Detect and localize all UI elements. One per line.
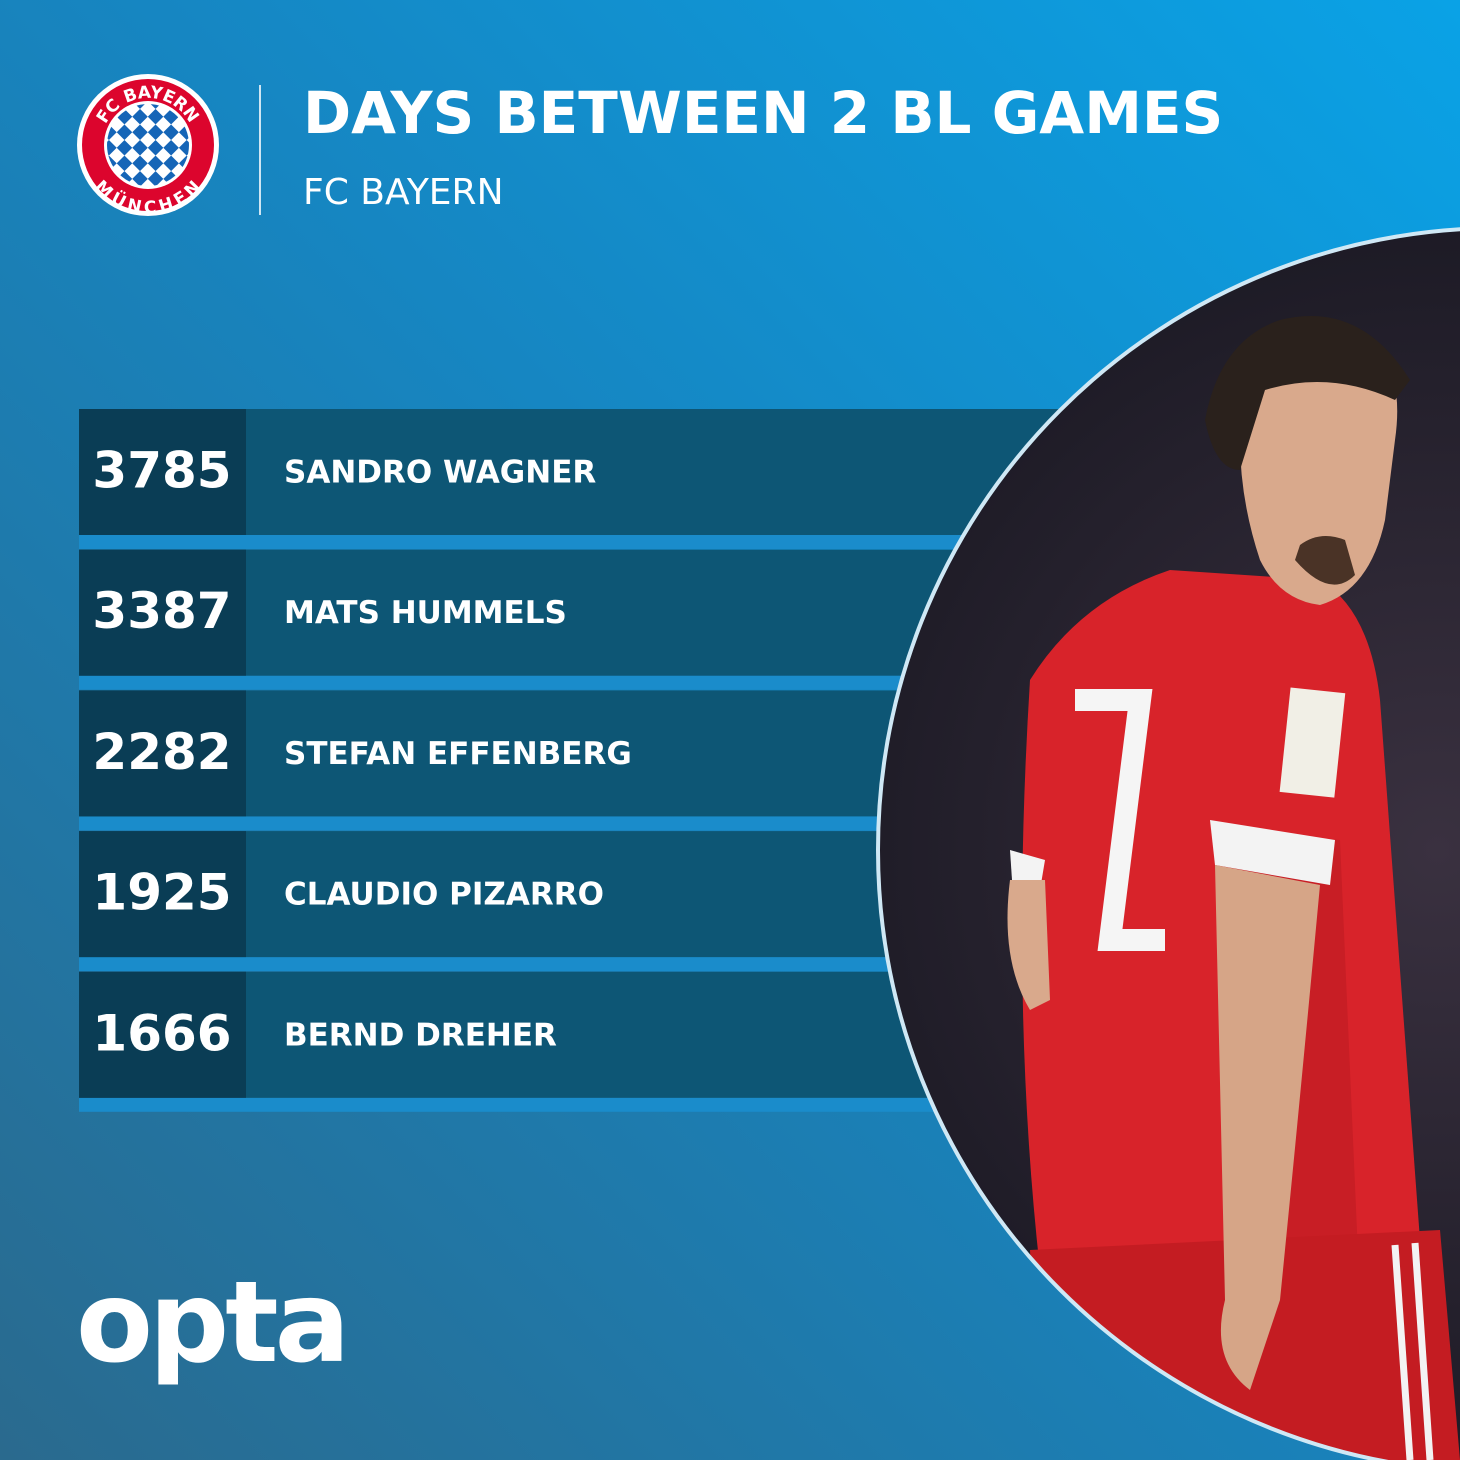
player-name: BERND DREHER <box>284 1017 557 1053</box>
player-name: STEFAN EFFENBERG <box>284 736 632 772</box>
days-value: 2282 <box>92 723 231 781</box>
club-crest: FC BAYERN MÜNCHEN <box>77 74 219 218</box>
value-cell <box>79 409 246 535</box>
player-name: CLAUDIO PIZARRO <box>284 877 604 913</box>
subtitle: FC BAYERN <box>303 172 504 213</box>
days-value: 1925 <box>92 864 231 922</box>
value-cell <box>79 690 246 817</box>
player-name: SANDRO WAGNER <box>284 455 596 491</box>
row-separator <box>79 535 1179 549</box>
days-value: 3785 <box>92 442 231 500</box>
days-value: 1666 <box>92 1004 231 1062</box>
value-cell <box>79 549 246 676</box>
title: DAYS BETWEEN 2 BL GAMES <box>303 79 1223 147</box>
photo-border <box>876 227 1460 1460</box>
row-separator <box>79 1097 1179 1112</box>
days-value: 3387 <box>92 582 231 640</box>
opta-logo: opta <box>76 1258 346 1388</box>
value-cell <box>79 971 246 1098</box>
player-name: MATS HUMMELS <box>284 595 567 631</box>
value-cell <box>79 831 246 958</box>
